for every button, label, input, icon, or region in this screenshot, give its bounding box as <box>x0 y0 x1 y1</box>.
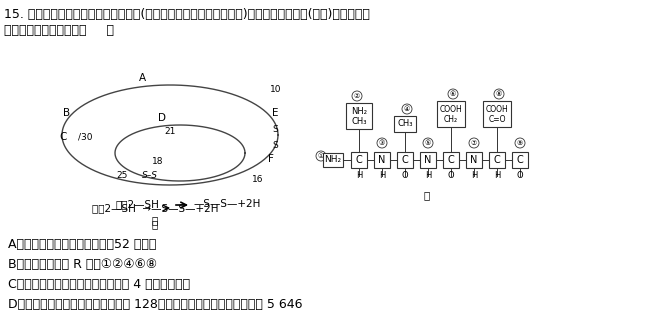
Bar <box>351 152 367 168</box>
Bar <box>512 152 528 168</box>
Text: /30: /30 <box>78 133 93 142</box>
Bar <box>346 103 372 129</box>
Text: H: H <box>379 171 385 180</box>
Text: —S—S—+2H: —S—S—+2H <box>193 199 260 209</box>
Text: ④: ④ <box>404 106 410 112</box>
Text: N: N <box>378 155 386 165</box>
Bar <box>394 116 416 132</box>
Bar <box>443 152 459 168</box>
Text: B．图乙中含有的 R 基是①②④⑥⑧: B．图乙中含有的 R 基是①②④⑥⑧ <box>8 258 157 271</box>
Text: C: C <box>60 132 67 142</box>
Bar <box>489 152 505 168</box>
Text: H: H <box>471 171 477 180</box>
Text: A．该蛋白质中含有两条肽链，52 个肽键: A．该蛋白质中含有两条肽链，52 个肽键 <box>8 238 156 251</box>
Text: O: O <box>516 171 524 180</box>
Text: N: N <box>470 155 478 165</box>
Text: 25: 25 <box>117 170 128 179</box>
Text: C: C <box>493 155 501 165</box>
Text: 注：2—SH: 注：2—SH <box>115 199 159 209</box>
Bar <box>397 152 413 168</box>
Text: D: D <box>158 113 166 123</box>
Bar <box>323 153 343 167</box>
Text: 16: 16 <box>252 175 263 184</box>
Bar <box>437 101 465 127</box>
Text: COOH: COOH <box>486 105 509 114</box>
Text: C: C <box>516 155 524 165</box>
Text: 注：2—SH  →—S—S—+2H: 注：2—SH →—S—S—+2H <box>92 203 218 213</box>
Text: C: C <box>401 155 409 165</box>
Text: O: O <box>401 171 408 180</box>
Text: C: C <box>447 155 455 165</box>
Text: H: H <box>494 171 500 180</box>
Text: 断下列叙述中正确的是（     ）: 断下列叙述中正确的是（ ） <box>4 24 114 37</box>
Text: ①: ① <box>318 153 324 159</box>
Bar <box>466 152 482 168</box>
Text: ⑧: ⑧ <box>496 91 502 97</box>
Text: NH₂: NH₂ <box>325 156 342 165</box>
Text: ⑤: ⑤ <box>425 140 431 146</box>
Text: CH₃: CH₃ <box>397 120 413 129</box>
Bar <box>374 152 390 168</box>
Text: S–S: S–S <box>142 170 158 179</box>
Text: 10: 10 <box>270 85 281 94</box>
Text: O: O <box>447 171 454 180</box>
Text: ③: ③ <box>379 140 385 146</box>
Text: ②: ② <box>354 93 360 99</box>
Text: F: F <box>268 154 274 164</box>
Text: 甲: 甲 <box>152 215 158 225</box>
Bar <box>420 152 436 168</box>
Text: C．从图乙可推知该蛋白质至少含有 4 个游离的缧基: C．从图乙可推知该蛋白质至少含有 4 个游离的缧基 <box>8 278 190 291</box>
Text: S: S <box>272 141 278 150</box>
Text: C=O: C=O <box>488 115 506 124</box>
Text: COOH: COOH <box>440 105 463 114</box>
Text: 15. 下面是某蛋白质的肽链结构示意图(图甲，其中数字为氨基酸序号)及部分肽链放大图(图乙)，请据图判: 15. 下面是某蛋白质的肽链结构示意图(图甲，其中数字为氨基酸序号)及部分肽链放… <box>4 8 370 21</box>
Text: B: B <box>63 108 70 118</box>
Text: A: A <box>139 73 146 83</box>
Text: NH₂: NH₂ <box>351 107 367 116</box>
Text: ⑨: ⑨ <box>517 140 523 146</box>
Text: CH₂: CH₂ <box>444 115 458 124</box>
Text: H: H <box>425 171 431 180</box>
Text: E: E <box>272 108 279 118</box>
Text: N: N <box>424 155 432 165</box>
Text: ⑥: ⑥ <box>450 91 456 97</box>
Text: C: C <box>355 155 363 165</box>
Text: 21: 21 <box>164 127 175 136</box>
Text: 甲: 甲 <box>152 219 158 229</box>
Text: CH₃: CH₃ <box>351 117 367 126</box>
Text: ⑦: ⑦ <box>471 140 477 146</box>
Text: H: H <box>356 171 362 180</box>
Text: D．若氨基酸的平均相对分子质量为 128，则该蛋白质的相对分子质量为 5 646: D．若氨基酸的平均相对分子质量为 128，则该蛋白质的相对分子质量为 5 646 <box>8 298 302 311</box>
Text: 乙: 乙 <box>423 190 430 200</box>
Text: 18: 18 <box>152 157 164 166</box>
Bar <box>483 101 511 127</box>
Text: S: S <box>272 126 278 135</box>
